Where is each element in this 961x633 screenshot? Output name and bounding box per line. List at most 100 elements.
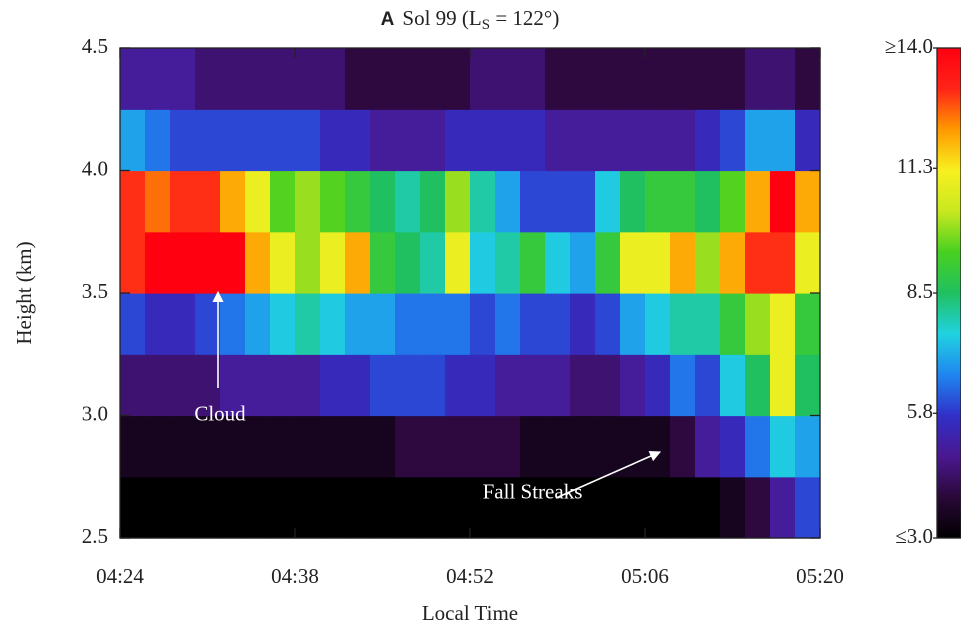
heat-cell — [370, 109, 396, 172]
heat-cell — [370, 170, 396, 233]
heat-cell — [670, 109, 696, 172]
heatmap — [120, 48, 821, 539]
heat-cell — [120, 109, 146, 172]
heat-cell — [620, 293, 646, 355]
heat-cell — [220, 231, 246, 294]
heat-cell — [695, 415, 721, 478]
heat-cell — [120, 170, 146, 233]
heat-cell — [520, 354, 546, 417]
heat-cell — [720, 415, 746, 478]
heat-cell — [170, 415, 196, 478]
heat-cell — [270, 231, 296, 294]
heat-cell — [220, 476, 246, 539]
heat-cell — [220, 48, 246, 110]
heat-cell — [770, 48, 796, 110]
heat-cell — [395, 293, 421, 355]
heat-cell — [295, 48, 321, 110]
heat-cell — [470, 109, 496, 172]
x-tick-label: 04:24 — [96, 564, 144, 588]
heat-cell — [345, 476, 371, 539]
heat-cell — [120, 293, 146, 355]
heat-cell — [570, 170, 596, 233]
heat-cell — [620, 170, 646, 233]
heat-cell — [470, 170, 496, 233]
heat-cell — [720, 170, 746, 233]
x-axis-label: Local Time — [422, 601, 518, 625]
heat-cell — [245, 170, 271, 233]
heat-cell — [270, 109, 296, 172]
heat-cell — [320, 415, 346, 478]
heat-cell — [595, 415, 621, 478]
heat-cell — [420, 293, 446, 355]
heat-cell — [695, 170, 721, 233]
heat-cell — [645, 293, 671, 355]
heat-cell — [720, 354, 746, 417]
heat-cell — [795, 293, 821, 355]
heat-cell — [395, 109, 421, 172]
heat-cell — [245, 354, 271, 417]
heat-cell — [445, 415, 471, 478]
heat-cell — [145, 109, 171, 172]
heat-cell — [795, 48, 821, 110]
heat-cell — [495, 109, 521, 172]
heat-cell — [170, 231, 196, 294]
heat-cell — [545, 415, 571, 478]
heat-cell — [270, 293, 296, 355]
heat-cell — [645, 48, 671, 110]
heat-cell — [270, 415, 296, 478]
heat-cell — [370, 415, 396, 478]
title-subscript: S — [482, 17, 490, 33]
heat-cell — [795, 354, 821, 417]
heat-cell — [445, 231, 471, 294]
heat-cell — [420, 109, 446, 172]
heat-cell — [770, 415, 796, 478]
colorbar-tick-label: ≥14.0 — [885, 34, 933, 58]
heat-cell — [120, 48, 146, 110]
heat-cell — [245, 476, 271, 539]
heat-cell — [620, 231, 646, 294]
heat-cell — [495, 231, 521, 294]
heat-cell — [395, 354, 421, 417]
heat-cell — [395, 231, 421, 294]
heat-cell — [420, 354, 446, 417]
x-tick-label: 04:52 — [446, 564, 494, 588]
heat-cell — [395, 48, 421, 110]
heat-cell — [320, 476, 346, 539]
heat-cell — [645, 476, 671, 539]
heat-cell — [295, 415, 321, 478]
heat-cell — [620, 109, 646, 172]
y-axis-label: Height (km) — [12, 241, 36, 344]
heat-cell — [795, 415, 821, 478]
chart-title: A Sol 99 (LS = 122°) — [381, 6, 560, 34]
heat-cell — [245, 109, 271, 172]
heat-cell — [445, 109, 471, 172]
heat-cell — [195, 170, 221, 233]
heat-cell — [320, 293, 346, 355]
heat-cell — [645, 109, 671, 172]
heat-cell — [145, 354, 171, 417]
heat-cell — [295, 476, 321, 539]
heat-cell — [470, 293, 496, 355]
heat-cell — [520, 170, 546, 233]
heat-cell — [320, 170, 346, 233]
heat-cell — [370, 293, 396, 355]
colorbar — [936, 47, 961, 539]
heat-cell — [770, 476, 796, 539]
heat-cell — [445, 170, 471, 233]
heat-cell — [595, 170, 621, 233]
heat-cell — [145, 48, 171, 110]
heat-cell — [570, 415, 596, 478]
heat-cell — [345, 109, 371, 172]
fall-streaks-arrow — [555, 450, 662, 499]
heat-cell — [745, 48, 771, 110]
heat-cell — [320, 109, 346, 172]
heat-cell — [470, 476, 496, 539]
heat-cell — [420, 476, 446, 539]
y-tick-label: 4.0 — [82, 156, 108, 180]
heat-cell — [720, 476, 746, 539]
heat-cell — [220, 293, 246, 355]
heat-cell — [570, 231, 596, 294]
heat-cell — [170, 354, 196, 417]
heat-cell — [195, 415, 221, 478]
heat-cell — [195, 354, 221, 417]
